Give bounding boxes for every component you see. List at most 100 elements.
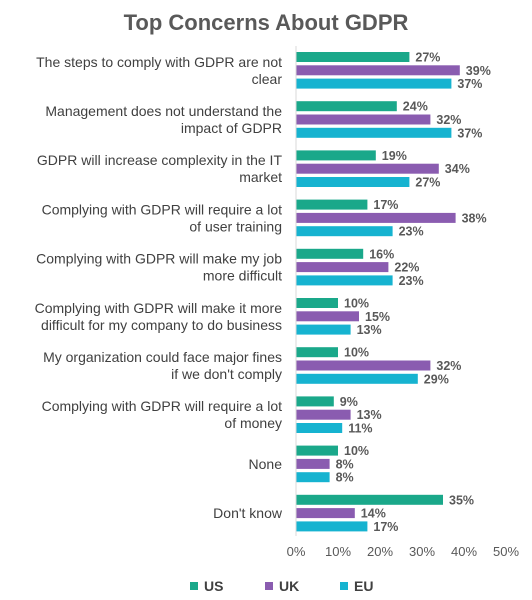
data-label-us: 27% bbox=[415, 51, 440, 65]
data-label-us: 10% bbox=[344, 346, 369, 360]
bar-eu bbox=[296, 226, 393, 237]
bar-uk bbox=[296, 311, 359, 322]
x-tick-label: 40% bbox=[451, 544, 477, 559]
category-label: Management does not understand the impact… bbox=[45, 103, 282, 136]
category-label-line: Complying with GDPR will require a lot bbox=[42, 398, 283, 414]
data-label-eu: 17% bbox=[373, 520, 398, 534]
bar-eu bbox=[296, 324, 351, 335]
data-label-eu: 13% bbox=[357, 323, 382, 337]
category-label: My organization could face major fines if… bbox=[43, 349, 282, 382]
category-label-line: Don't know bbox=[213, 505, 283, 521]
data-label-eu: 8% bbox=[336, 471, 354, 485]
legend-swatch-us bbox=[190, 582, 198, 590]
category-label-line: market bbox=[239, 169, 282, 185]
data-label-us: 19% bbox=[382, 149, 407, 163]
category-label-line: difficult for my company to do business bbox=[41, 317, 282, 333]
data-label-us: 10% bbox=[344, 444, 369, 458]
bar-eu bbox=[296, 127, 452, 138]
bar-uk bbox=[296, 262, 389, 273]
bar-uk bbox=[296, 212, 456, 223]
data-label-eu: 29% bbox=[424, 372, 449, 386]
bar-us bbox=[296, 445, 338, 456]
data-label-us: 35% bbox=[449, 493, 474, 507]
bar-us bbox=[296, 298, 338, 308]
bar-us bbox=[296, 52, 410, 62]
legend-label-eu: EU bbox=[354, 578, 373, 594]
data-label-uk: 32% bbox=[436, 359, 461, 373]
data-label-eu: 23% bbox=[399, 274, 424, 288]
x-tick-label: 30% bbox=[409, 544, 435, 559]
bar-us bbox=[296, 101, 397, 112]
bar-us bbox=[296, 199, 368, 210]
data-label-uk: 8% bbox=[336, 457, 354, 471]
category-label-line: Complying with GDPR will make it more bbox=[35, 300, 283, 316]
category-label: Complying with GDPR will make my job more… bbox=[36, 251, 282, 284]
bar-eu bbox=[296, 275, 393, 286]
data-label-us: 10% bbox=[344, 297, 369, 311]
bar-us bbox=[296, 347, 338, 358]
x-axis-ticks: 0% 10% 20% 30% 40% 50% bbox=[287, 544, 520, 559]
data-label-uk: 22% bbox=[394, 261, 419, 275]
bar-eu bbox=[296, 177, 410, 187]
x-tick-label: 50% bbox=[493, 544, 519, 559]
data-label-us: 24% bbox=[403, 100, 428, 114]
category-label-line: clear bbox=[252, 71, 283, 87]
bar-uk bbox=[296, 163, 439, 174]
category-label-line: None bbox=[249, 456, 283, 472]
legend-label-us: US bbox=[204, 578, 223, 594]
data-label-uk: 39% bbox=[466, 64, 491, 78]
legend-swatch-uk bbox=[265, 582, 273, 590]
x-tick-label: 0% bbox=[287, 544, 306, 559]
category-label-line: Complying with GDPR will make my job bbox=[36, 251, 282, 267]
category-label: The steps to comply with GDPR are not cle… bbox=[36, 54, 282, 87]
category-label: Complying with GDPR will require a lot of… bbox=[42, 398, 283, 431]
data-label-uk: 38% bbox=[462, 211, 487, 225]
category-label: None bbox=[249, 456, 283, 472]
bar-uk bbox=[296, 508, 355, 519]
legend-swatch-eu bbox=[340, 582, 348, 590]
bar-uk bbox=[296, 114, 431, 125]
bar-eu bbox=[296, 472, 330, 483]
bar-us bbox=[296, 494, 443, 505]
category-label: Complying with GDPR will require a lot of… bbox=[42, 201, 283, 234]
bar-uk bbox=[296, 458, 330, 469]
data-label-eu: 27% bbox=[415, 176, 440, 190]
category-label-line: more difficult bbox=[203, 268, 282, 284]
x-tick-label: 20% bbox=[367, 544, 393, 559]
category-label-line: if we don't comply bbox=[171, 366, 282, 382]
bar-eu bbox=[296, 521, 368, 532]
bar-uk bbox=[296, 409, 351, 420]
category-label-line: impact of GDPR bbox=[181, 120, 282, 136]
bar-us bbox=[296, 248, 364, 259]
data-label-eu: 23% bbox=[399, 225, 424, 239]
category-label: GDPR will increase complexity in the IT m… bbox=[37, 152, 283, 185]
category-label-line: GDPR will increase complexity in the IT bbox=[37, 152, 283, 168]
bar-uk bbox=[296, 65, 460, 76]
category-label-line: of user training bbox=[189, 218, 282, 234]
data-label-uk: 14% bbox=[361, 507, 386, 521]
bar-us bbox=[296, 150, 376, 161]
data-label-uk: 13% bbox=[357, 408, 382, 422]
data-label-us: 17% bbox=[373, 198, 398, 212]
legend-label-uk: UK bbox=[279, 578, 299, 594]
data-label-eu: 37% bbox=[457, 77, 482, 91]
category-label-line: The steps to comply with GDPR are not bbox=[36, 54, 282, 70]
category-label: Don't know bbox=[213, 505, 283, 521]
category-label-line: My organization could face major fines bbox=[43, 349, 282, 365]
category-label-line: Complying with GDPR will require a lot bbox=[42, 201, 283, 217]
data-label-uk: 34% bbox=[445, 162, 470, 176]
category-label-line: of money bbox=[224, 415, 282, 431]
bar-uk bbox=[296, 360, 431, 371]
bar-eu bbox=[296, 423, 343, 433]
category-label-line: Management does not understand the bbox=[45, 103, 282, 119]
bars-layer: The steps to comply with GDPR are not cle… bbox=[35, 51, 491, 534]
bar-eu bbox=[296, 373, 418, 384]
bar-us bbox=[296, 396, 334, 407]
chart-title: Top Concerns About GDPR bbox=[124, 10, 409, 35]
category-label: Complying with GDPR will make it more dif… bbox=[35, 300, 283, 333]
x-tick-label: 10% bbox=[325, 544, 351, 559]
data-label-eu: 37% bbox=[457, 126, 482, 140]
data-label-uk: 32% bbox=[436, 113, 461, 127]
